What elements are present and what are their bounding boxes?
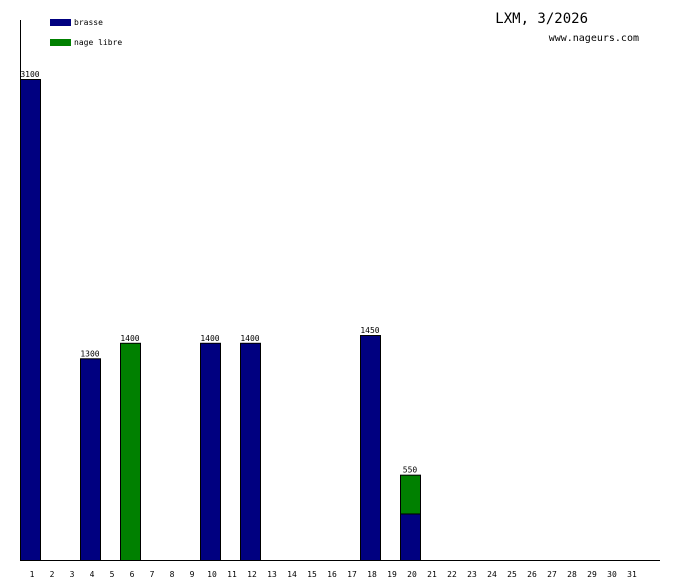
chart-title: LXM, 3/2026: [495, 11, 588, 27]
x-tick-label: 9: [190, 570, 195, 579]
legend-swatch-brasse: [50, 19, 71, 26]
x-tick-label: 28: [567, 570, 577, 579]
x-tick-label: 8: [170, 570, 175, 579]
bar-total-label: 1400: [240, 334, 259, 343]
bar-total-label: 3100: [20, 70, 39, 79]
bar-brasse-day-12: [240, 342, 261, 561]
legend-label-brasse: brasse: [74, 18, 103, 27]
x-tick-label: 21: [427, 570, 437, 579]
x-tick-label: 27: [547, 570, 557, 579]
bar-total-label: 1400: [200, 334, 219, 343]
bar-brasse-day-20: [400, 513, 421, 561]
bar-total-label: 1450: [360, 326, 379, 335]
x-tick-label: 24: [487, 570, 497, 579]
x-tick-label: 14: [287, 570, 297, 579]
bar-total-label: 1300: [80, 349, 99, 358]
bar-total-label: 1400: [120, 334, 139, 343]
x-tick-label: 31: [627, 570, 637, 579]
x-tick-label: 12: [247, 570, 257, 579]
x-tick-label: 7: [150, 570, 155, 579]
x-tick-label: 2: [50, 570, 55, 579]
bar-nage-libre-day-6: [120, 342, 141, 561]
bar-brasse-day-1: [20, 79, 41, 561]
x-tick-label: 29: [587, 570, 597, 579]
legend-swatch-nage-libre: [50, 39, 71, 46]
x-tick-label: 26: [527, 570, 537, 579]
x-tick-label: 6: [130, 570, 135, 579]
x-tick-label: 10: [207, 570, 217, 579]
bar-brasse-day-10: [200, 342, 221, 561]
x-tick-label: 15: [307, 570, 317, 579]
x-tick-label: 3: [70, 570, 75, 579]
x-tick-label: 22: [447, 570, 457, 579]
x-tick-label: 5: [110, 570, 115, 579]
x-tick-label: 23: [467, 570, 477, 579]
bar-total-label: 550: [403, 466, 418, 475]
bar-brasse-day-18: [360, 335, 381, 562]
x-tick-label: 30: [607, 570, 617, 579]
x-tick-label: 4: [90, 570, 95, 579]
x-tick-label: 11: [227, 570, 237, 579]
x-tick-label: 20: [407, 570, 417, 579]
legend-label-nage-libre: nage libre: [74, 38, 122, 47]
bar-brasse-day-4: [80, 358, 101, 561]
x-tick-label: 13: [267, 570, 277, 579]
x-tick-label: 16: [327, 570, 337, 579]
x-tick-label: 19: [387, 570, 397, 579]
x-tick-label: 1: [30, 570, 35, 579]
chart-subtitle: www.nageurs.com: [549, 33, 639, 44]
x-tick-label: 17: [347, 570, 357, 579]
bar-nage-libre-day-20: [400, 474, 421, 515]
x-tick-label: 18: [367, 570, 377, 579]
x-tick-label: 25: [507, 570, 517, 579]
